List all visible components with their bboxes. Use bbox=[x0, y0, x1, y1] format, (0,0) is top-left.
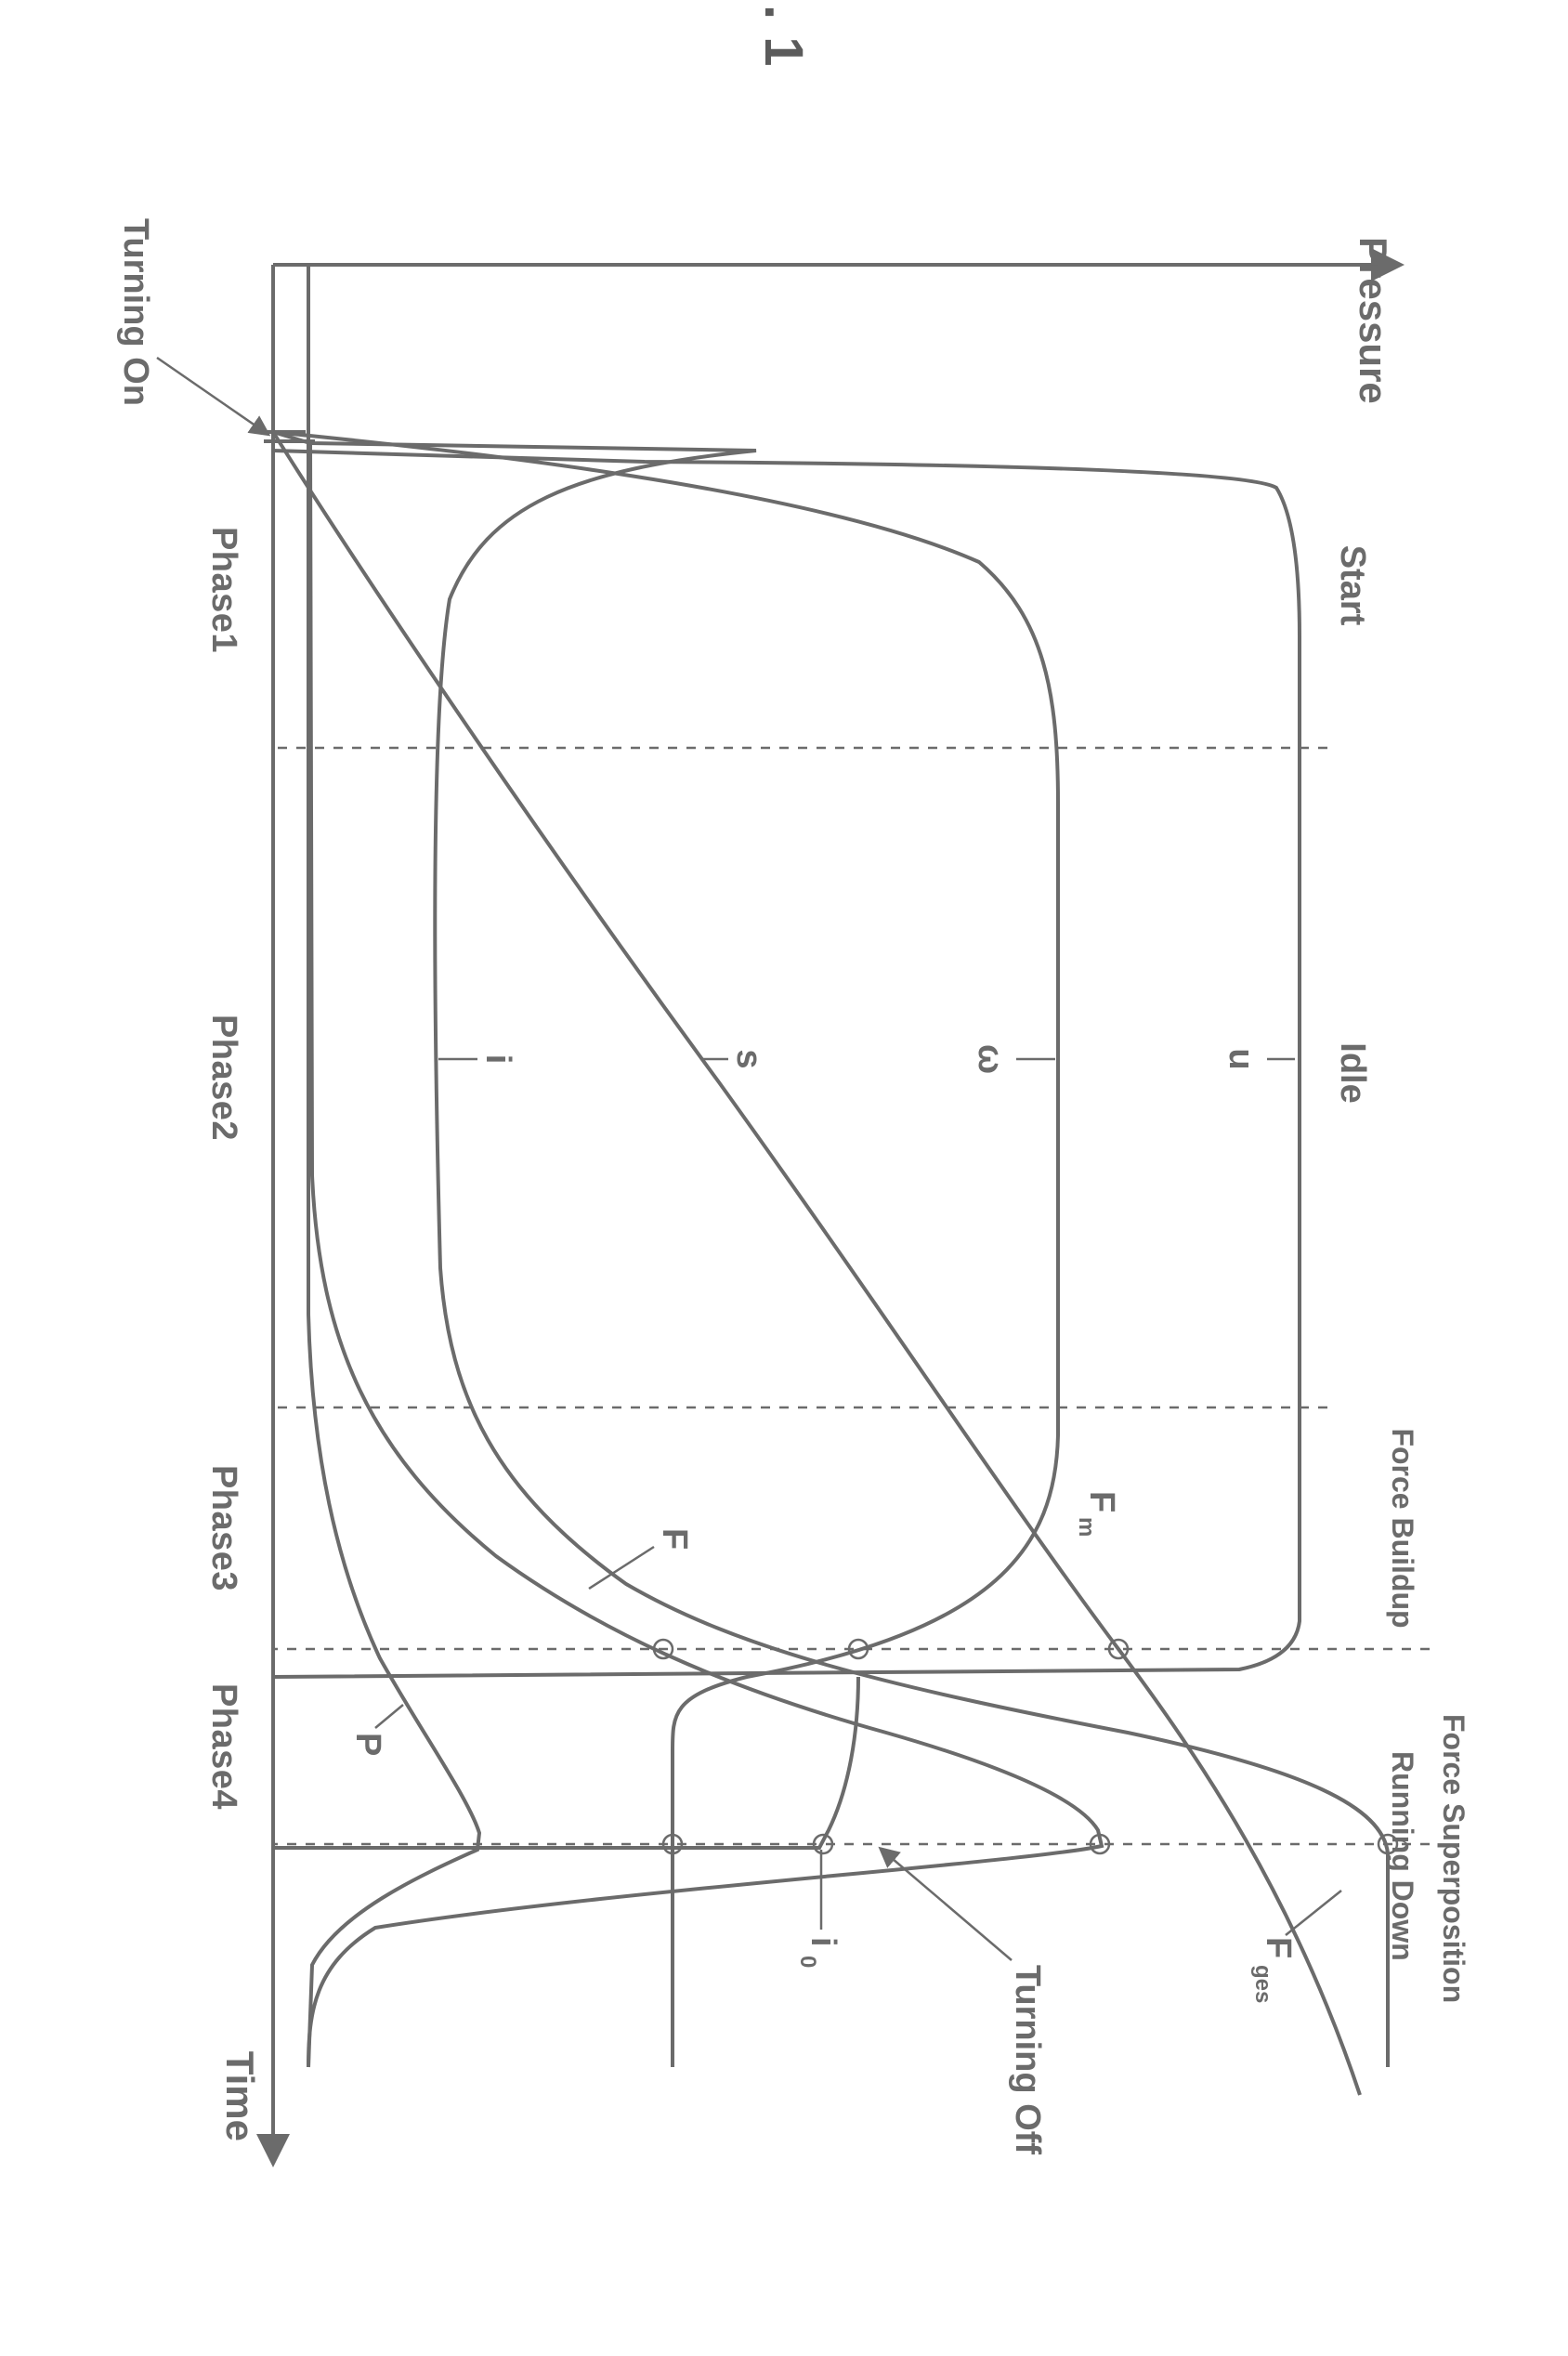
header-idle: Idle bbox=[1333, 1042, 1372, 1103]
header-force-buildup: Force Buildup bbox=[1386, 1428, 1419, 1628]
curve-omega bbox=[273, 432, 1058, 2067]
phase2-label: Phase2 bbox=[204, 1014, 243, 1141]
header-start: Start bbox=[1333, 545, 1372, 626]
turning-on-label: Turning On bbox=[116, 218, 155, 406]
svg-text:F: F bbox=[1082, 1491, 1121, 1512]
label-Fges: F ges bbox=[1250, 1937, 1298, 2003]
leader-Fges bbox=[1286, 1891, 1341, 1935]
header-running-down: Running Down bbox=[1386, 1751, 1419, 1961]
svg-text:F: F bbox=[1259, 1937, 1298, 1958]
header-force-superposition: Force Superposition bbox=[1437, 1714, 1470, 2003]
x-axis-label: Time bbox=[218, 2051, 262, 2141]
label-i: i bbox=[478, 1054, 517, 1065]
curve-P bbox=[308, 443, 479, 2067]
svg-text:m: m bbox=[1074, 1517, 1099, 1537]
chart-rotated-group: u ω s i F m F ges F P bbox=[116, 0, 1470, 2154]
label-P: P bbox=[348, 1733, 387, 1756]
label-s: s bbox=[729, 1049, 768, 1068]
label-i0: i 0 bbox=[795, 1937, 843, 1968]
svg-text:ges: ges bbox=[1250, 1965, 1275, 2003]
label-F: F bbox=[655, 1528, 694, 1550]
curve-i0 bbox=[273, 1677, 858, 1848]
phase1-label: Phase1 bbox=[204, 527, 243, 653]
label-u: u bbox=[1222, 1048, 1261, 1069]
svg-text:0: 0 bbox=[795, 1956, 820, 1968]
figure-svg: u ω s i F m F ges F P bbox=[0, 0, 1568, 2351]
y-axis-label: Pressure bbox=[1352, 237, 1395, 404]
turning-off-arrow bbox=[886, 1853, 1012, 1960]
curve-F bbox=[308, 443, 1102, 2067]
svg-text:i: i bbox=[804, 1937, 843, 1947]
curve-s bbox=[273, 432, 1360, 2095]
label-omega: ω bbox=[971, 1044, 1010, 1074]
label-Fm: F m bbox=[1074, 1491, 1121, 1537]
turning-on-arrow bbox=[157, 358, 262, 430]
phase4-label: Phase4 bbox=[204, 1683, 243, 1810]
figure-title: Fig. 1 bbox=[753, 0, 814, 67]
page: u ω s i F m F ges F P bbox=[0, 0, 1568, 2351]
leader-P bbox=[375, 1705, 403, 1728]
turning-off-label: Turning Off bbox=[1008, 1965, 1047, 2154]
phase3-label: Phase3 bbox=[204, 1465, 243, 1591]
